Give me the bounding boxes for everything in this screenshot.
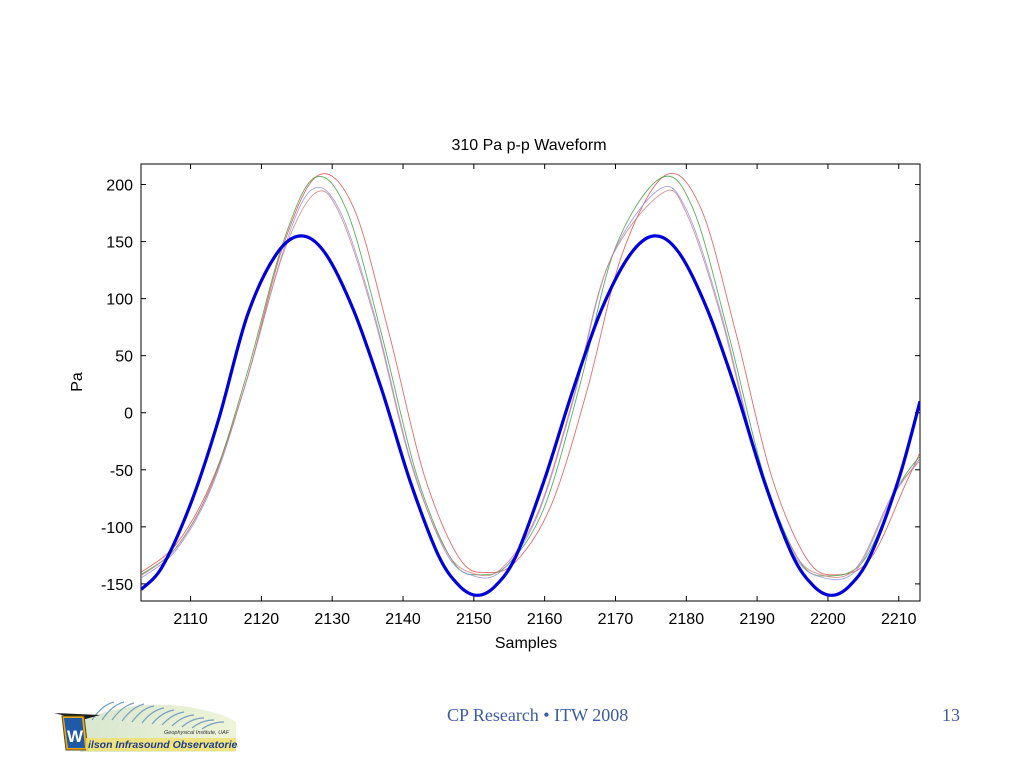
y-tick-label: -100 bbox=[101, 520, 133, 537]
x-tick-label: 2160 bbox=[527, 611, 563, 628]
waveform-chart: 310 Pa p-p Waveform 2110 2120 2130 2140 2150… bbox=[69, 137, 921, 652]
x-tick-label: 2190 bbox=[739, 611, 775, 628]
x-tick-label: 2210 bbox=[881, 611, 917, 628]
x-tick-label: 2170 bbox=[598, 611, 634, 628]
x-axis-label: Samples bbox=[495, 635, 557, 652]
chart-title: 310 Pa p-p Waveform bbox=[451, 137, 606, 154]
x-tick-label: 2200 bbox=[810, 611, 846, 628]
wilson-observatories-logo: W Geophysical Institute, UAF ilson Infra… bbox=[54, 701, 238, 752]
logo-subtitle: Geophysical Institute, UAF bbox=[164, 730, 230, 736]
series-line-1 bbox=[141, 173, 920, 576]
y-tick-label: 200 bbox=[106, 178, 133, 195]
y-tick-label: 0 bbox=[124, 406, 133, 423]
page-number: 13 bbox=[942, 705, 960, 725]
x-tick-label: 2110 bbox=[173, 611, 208, 628]
plot-frame bbox=[140, 163, 921, 602]
logo-letter: W bbox=[67, 727, 84, 746]
y-axis-label: Pa bbox=[69, 372, 86, 392]
series-line-2 bbox=[141, 175, 920, 577]
y-tick-label: -50 bbox=[110, 463, 133, 480]
x-tick-label: 2130 bbox=[314, 611, 350, 628]
y-tick-label: 50 bbox=[115, 349, 133, 366]
x-tick-label: 2140 bbox=[385, 611, 421, 628]
series-layer bbox=[141, 173, 920, 597]
y-tick-label: -150 bbox=[101, 577, 133, 594]
series-line-primary bbox=[141, 234, 920, 597]
x-tick-label: 2120 bbox=[244, 611, 280, 628]
x-tick-label: 2150 bbox=[456, 611, 492, 628]
logo-name: ilson Infrasound Observatories bbox=[88, 739, 238, 751]
y-tick-label: 100 bbox=[106, 292, 133, 309]
axis-ticks: 2110 2120 2130 2140 2150 2160 2170 2180 2190 2200… bbox=[101, 164, 920, 628]
x-tick-label: 2180 bbox=[669, 611, 705, 628]
footer-title: CP Research • ITW 2008 bbox=[447, 705, 629, 725]
y-tick-label: 150 bbox=[106, 235, 133, 252]
